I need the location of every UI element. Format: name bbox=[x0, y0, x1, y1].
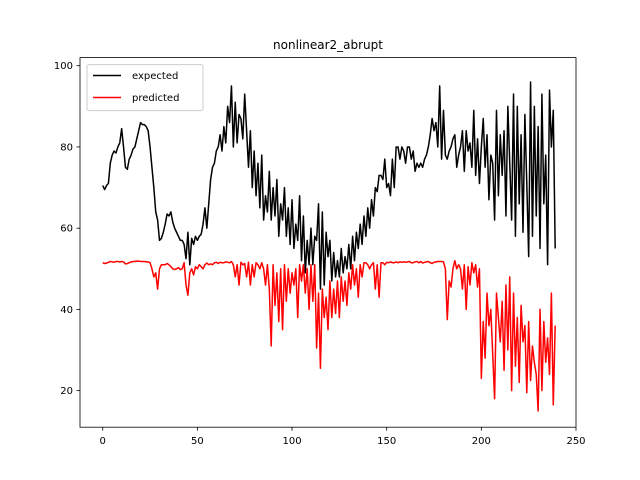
x-axis: 0 50 100 150 200 250 bbox=[100, 427, 586, 447]
y-tick-label: 100 bbox=[54, 61, 73, 72]
chart-title: nonlinear2_abrupt bbox=[273, 38, 383, 52]
x-tick-label: 50 bbox=[191, 436, 204, 447]
legend: expected predicted bbox=[86, 64, 204, 112]
legend-label-predicted: predicted bbox=[132, 93, 179, 104]
x-tick-label: 0 bbox=[100, 436, 106, 447]
y-tick-label: 60 bbox=[60, 224, 73, 235]
series-line-expected bbox=[102, 81, 556, 290]
y-tick-label: 20 bbox=[60, 386, 73, 397]
series-line-predicted bbox=[102, 259, 556, 412]
y-tick-label: 40 bbox=[60, 305, 73, 316]
axes-frame bbox=[79, 57, 577, 428]
legend-label-expected: expected bbox=[132, 71, 178, 82]
x-tick-label: 150 bbox=[377, 436, 396, 447]
y-axis: 20 40 60 80 100 bbox=[54, 61, 80, 397]
x-tick-label: 200 bbox=[472, 436, 491, 447]
plot-lines bbox=[102, 81, 556, 412]
x-tick-label: 250 bbox=[566, 436, 585, 447]
x-tick-label: 100 bbox=[282, 436, 301, 447]
y-tick-label: 80 bbox=[60, 142, 73, 153]
